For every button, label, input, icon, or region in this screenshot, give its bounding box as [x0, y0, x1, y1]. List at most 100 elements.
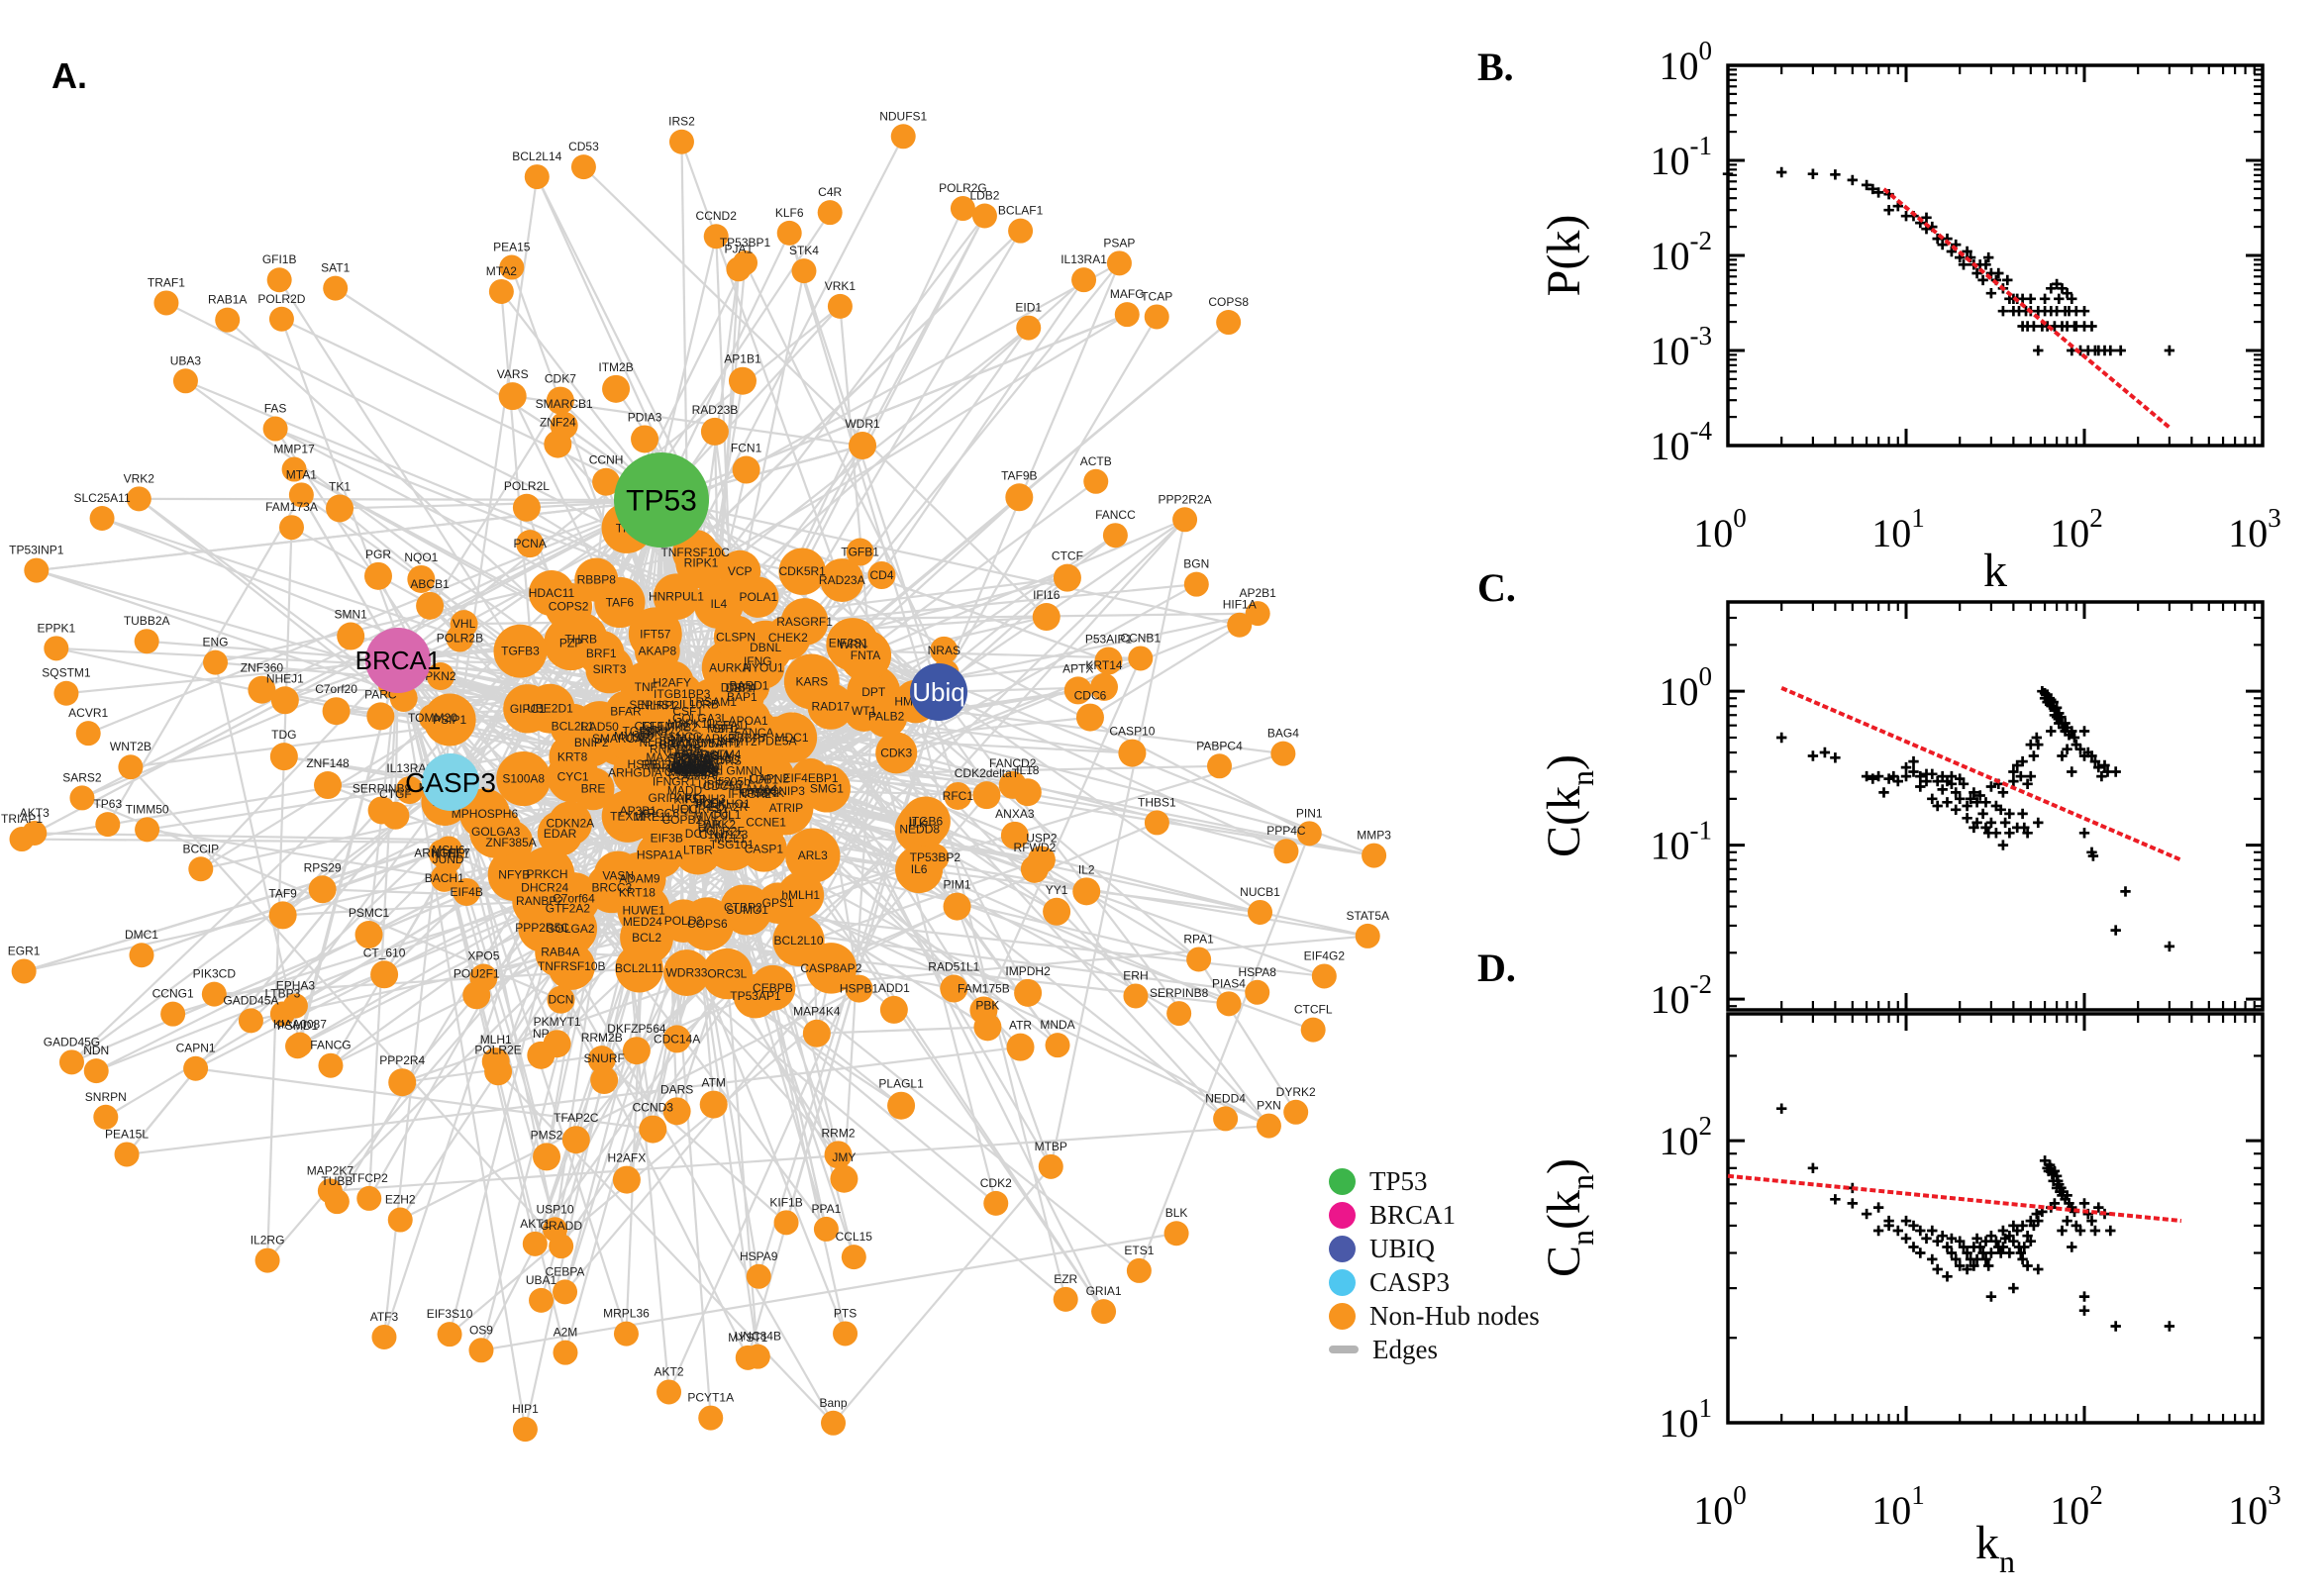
gene-node — [1072, 877, 1101, 906]
gene-node — [543, 1030, 571, 1058]
gene-node — [437, 1322, 462, 1347]
gene-node — [849, 432, 877, 460]
gene-label: RFWD2 — [1014, 841, 1057, 854]
gene-node — [1245, 979, 1270, 1005]
gene-node — [1045, 1033, 1070, 1058]
svg-text:10-3: 10-3 — [1651, 321, 1713, 373]
gene-node — [983, 1190, 1009, 1216]
gene-node — [700, 417, 729, 446]
hub-label-casp3: CASP3 — [405, 767, 496, 798]
network-edge — [755, 519, 1186, 997]
gene-label: NDUFS1 — [879, 109, 927, 123]
gene-label: BAG4 — [1267, 727, 1299, 741]
gene-node — [537, 810, 583, 856]
gene-label: TNFRSF10B — [538, 959, 606, 973]
gene-label: NHEJ1 — [266, 671, 304, 685]
scatter-points — [1776, 686, 2175, 952]
gene-node — [1090, 672, 1119, 701]
brca1-swatch-icon — [1329, 1201, 1356, 1229]
network-edge — [282, 899, 541, 917]
gene-node — [701, 948, 754, 1000]
gene-label: MMP9 — [684, 767, 719, 781]
network-edge — [449, 781, 549, 1157]
gene-label: ZNF148 — [306, 756, 350, 770]
gene-node — [1094, 647, 1123, 675]
gene-node — [1163, 1221, 1189, 1247]
legend-item-ubiq: UBIQ — [1329, 1232, 1540, 1265]
gene-node — [550, 411, 578, 440]
gene-label: PEA15 — [493, 241, 531, 254]
gene-label: CASP8AP2 — [800, 961, 861, 975]
gene-label: PIM1 — [944, 878, 971, 892]
gene-node — [1300, 1017, 1326, 1043]
gene-node — [1091, 1299, 1117, 1325]
hub-node-ubiq — [910, 663, 967, 721]
gene-node — [1038, 1153, 1063, 1179]
gene-label: RANBP2 — [516, 894, 563, 908]
gene-label: VARS — [497, 367, 529, 381]
gene-label: MMP17 — [273, 443, 315, 456]
gene-label: CDC6 — [1074, 689, 1107, 703]
gene-label: PRTN3 — [680, 752, 719, 766]
gene-label: BFAR — [610, 704, 642, 718]
gene-label: TOMM20 — [408, 711, 457, 725]
gene-label: CCND3 — [633, 1101, 674, 1115]
network-edge — [36, 498, 662, 572]
gene-node — [802, 764, 851, 813]
gene-label: NEDD4 — [1205, 1091, 1246, 1105]
gene-node — [791, 258, 817, 284]
gene-label: KRT8 — [557, 749, 588, 763]
y-axis-label: P(k) — [1538, 215, 1590, 297]
gene-label: RAD51L1 — [928, 960, 979, 974]
gene-label: TIMM50 — [126, 802, 169, 816]
gene-node — [776, 220, 802, 246]
gene-node — [644, 815, 689, 860]
gene-label: JMY — [832, 1150, 856, 1164]
gene-label: CCL1 — [635, 719, 665, 733]
gene-node — [698, 1405, 724, 1431]
gene-label: RAD23B — [692, 403, 739, 417]
y-axis-label: C(kn) — [1538, 754, 1600, 857]
gene-node — [662, 767, 707, 813]
gene-label: COPB2 — [661, 813, 702, 827]
gene-label: BIK — [703, 817, 722, 831]
gene-label: TAF9 — [268, 886, 297, 900]
gene-label: CSF1 — [672, 704, 703, 718]
gene-label: USP2 — [1026, 831, 1058, 845]
gene-node — [366, 702, 395, 731]
gene-label: UBA3 — [170, 353, 202, 367]
network-nodes — [9, 124, 1387, 1443]
gene-node — [493, 624, 548, 678]
gene-label: CDK5R1 — [778, 564, 826, 578]
gene-label: EDAR — [544, 827, 577, 841]
fit-line — [1727, 1173, 2182, 1224]
scatter-points — [1776, 1103, 2175, 1332]
gene-label: CDKN2A — [546, 817, 594, 831]
gene-label: SNRPN — [85, 1090, 127, 1104]
gene-node — [1207, 753, 1233, 779]
gene-node — [1016, 315, 1042, 341]
gene-label: CABLES1 — [664, 765, 718, 779]
gene-label: POLA1 — [739, 590, 777, 604]
gene-label: POLR2B — [437, 632, 483, 646]
gene-label: PBK — [975, 998, 999, 1012]
scatter-points — [1722, 166, 2175, 356]
gene-node — [371, 1324, 397, 1349]
gene-node — [744, 752, 795, 805]
gene-label: CCNG1 — [152, 987, 194, 1001]
gene-node — [940, 974, 968, 1003]
gene-label: C4R — [818, 185, 842, 199]
gene-node — [381, 801, 410, 830]
gene-label: COPS3 — [678, 749, 719, 763]
gene-label: MED24 — [623, 915, 662, 929]
svg-text:10-1: 10-1 — [1651, 816, 1713, 868]
gene-label: BRCC3 — [592, 881, 633, 895]
gene-node — [750, 964, 796, 1011]
gene-label: EZR — [1054, 1272, 1077, 1286]
gene-label: EDA2R — [708, 800, 748, 814]
gene-label: PIK3CD — [193, 967, 237, 981]
gene-label: PSMD1 — [277, 1019, 319, 1033]
panel-label-b: B. — [1477, 45, 1514, 89]
gene-label: POLR2E — [474, 1043, 521, 1056]
gene-label: GRIPAP1 — [648, 791, 698, 805]
